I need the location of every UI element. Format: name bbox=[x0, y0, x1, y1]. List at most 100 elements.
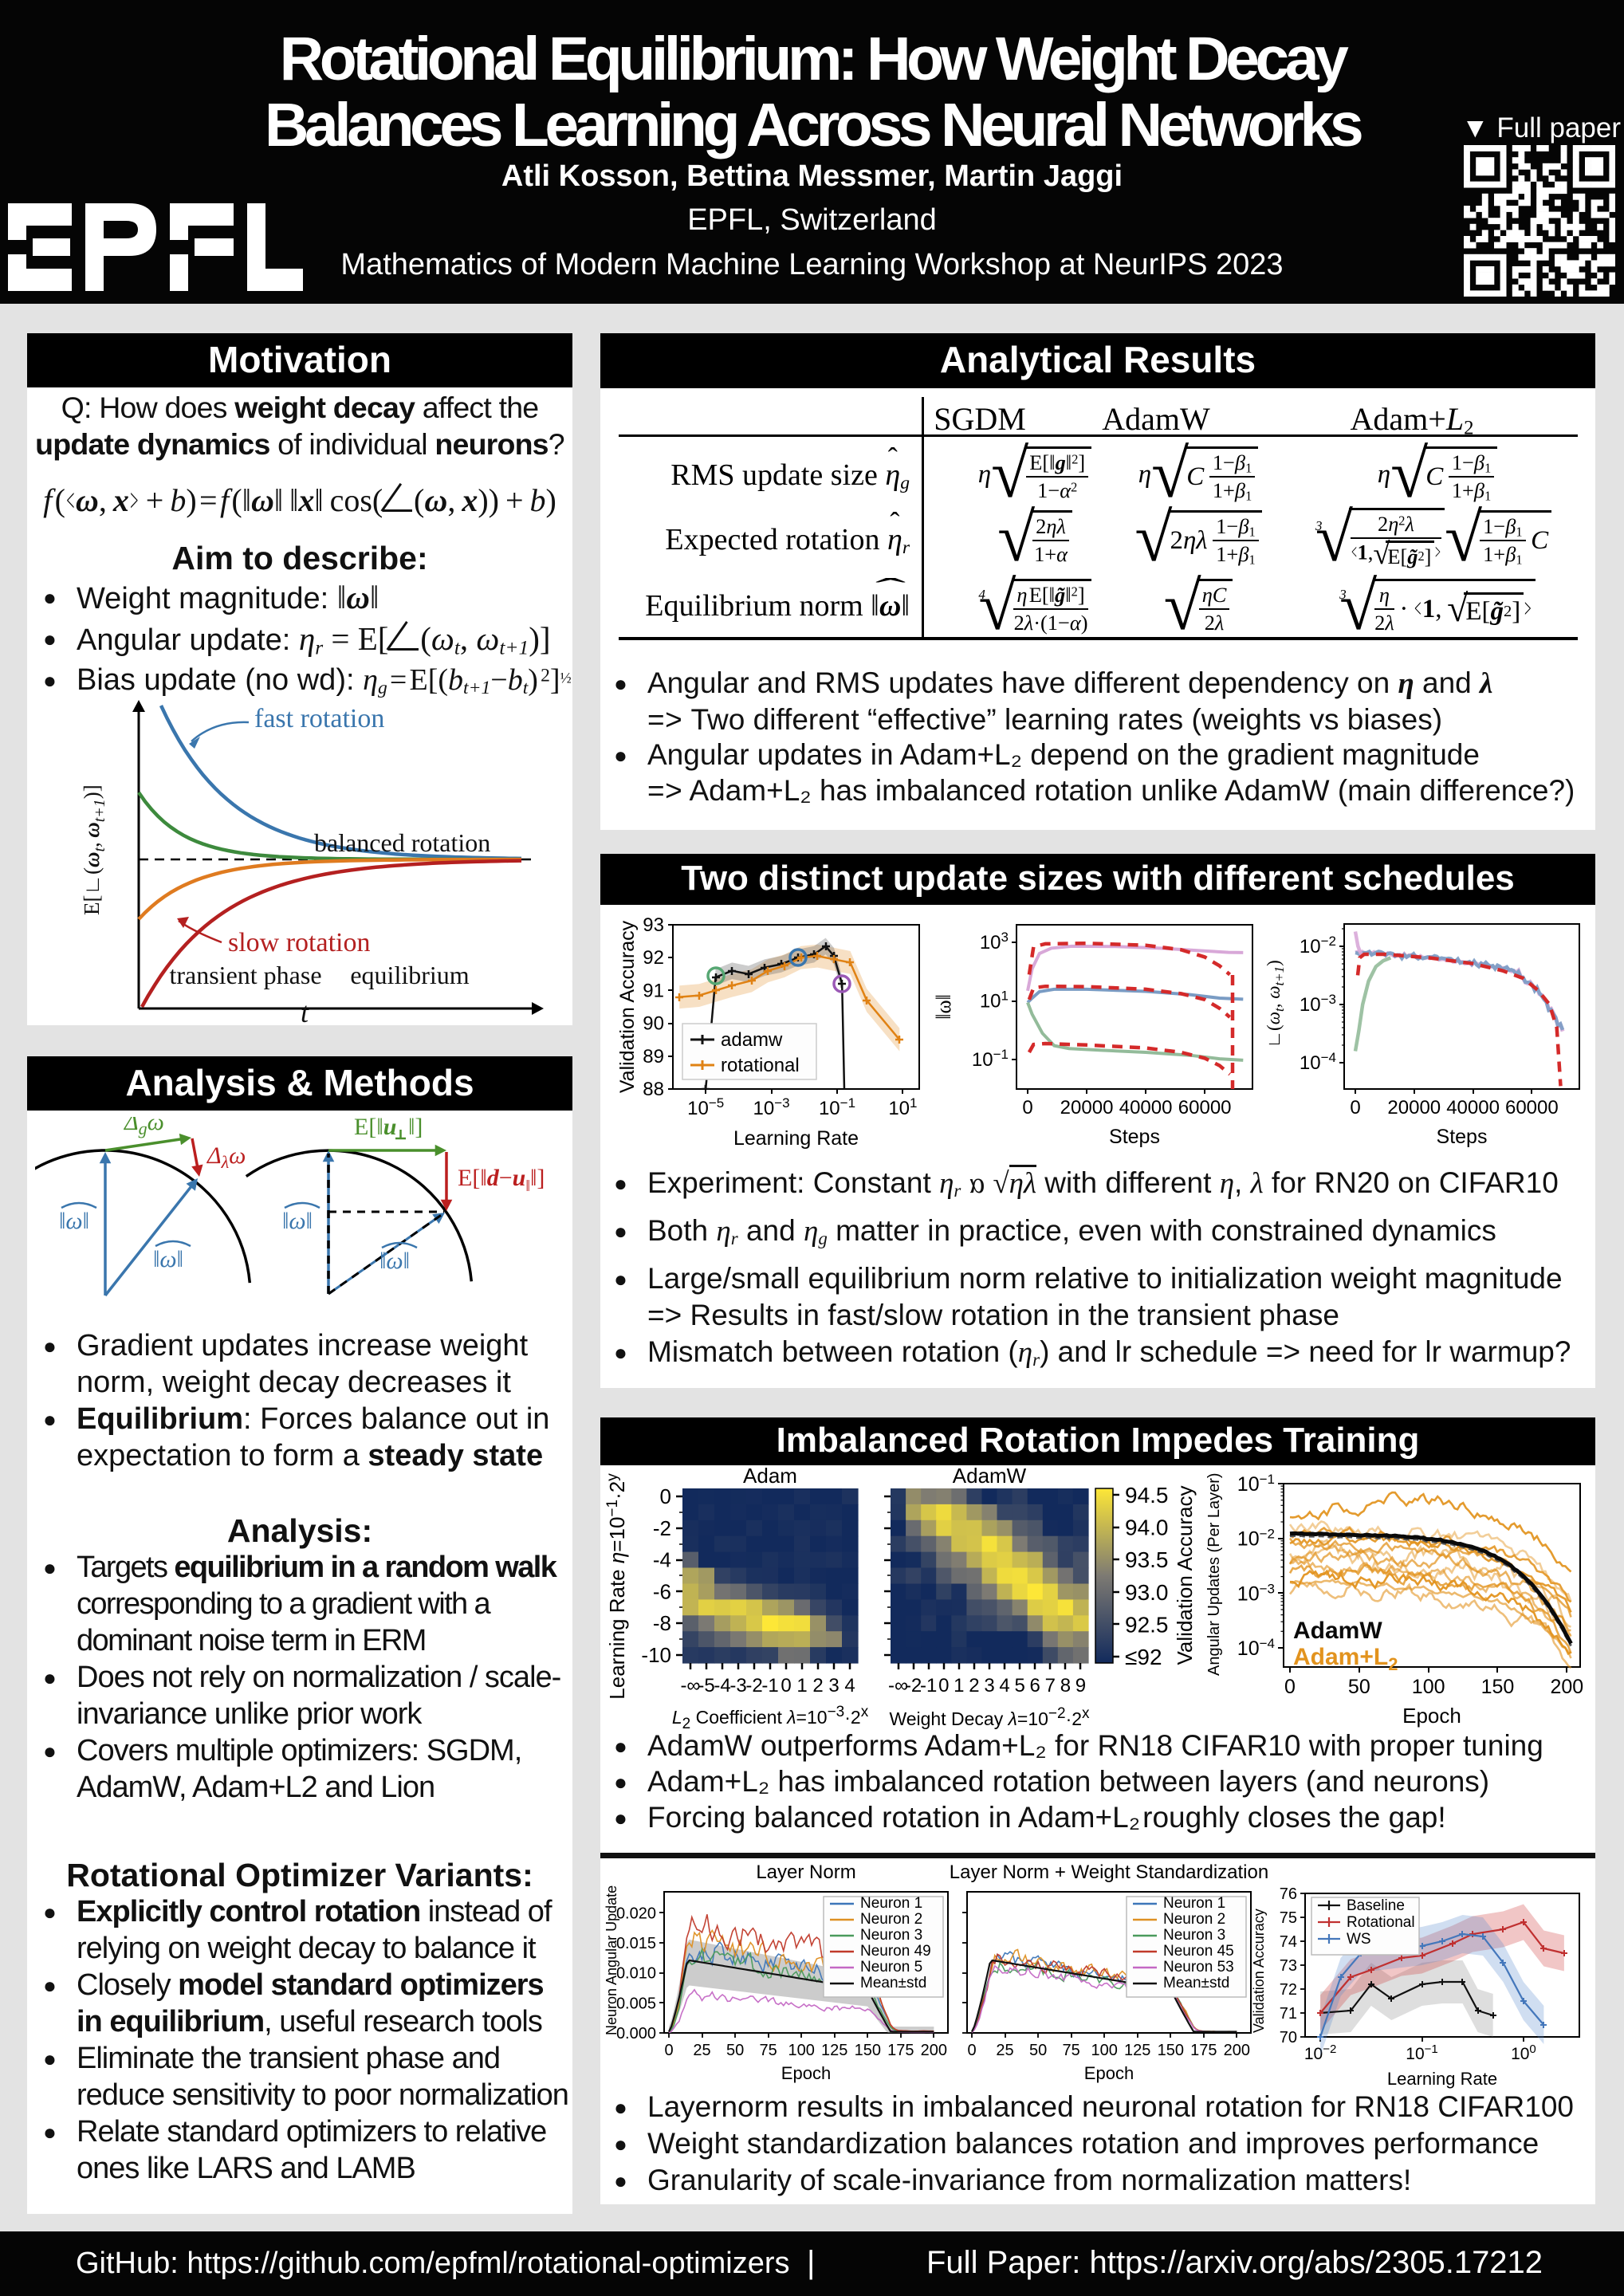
svg-text:10−3: 10−3 bbox=[1237, 1581, 1275, 1605]
svg-text:0: 0 bbox=[1022, 1097, 1032, 1119]
svg-text:-8: -8 bbox=[653, 1611, 671, 1635]
svg-text:150: 150 bbox=[1481, 1676, 1515, 1698]
svg-text:0: 0 bbox=[781, 1675, 791, 1696]
svg-text:103: 103 bbox=[980, 930, 1009, 953]
svg-text:E[‖u: E[‖u bbox=[354, 1117, 396, 1140]
svg-text:10−3: 10−3 bbox=[753, 1095, 790, 1119]
svg-text:0: 0 bbox=[967, 2042, 976, 2059]
svg-text:94.0: 94.0 bbox=[1125, 1516, 1169, 1540]
svg-text:8: 8 bbox=[1060, 1675, 1071, 1696]
svg-text:Learning Rate: Learning Rate bbox=[733, 1127, 859, 1150]
svg-text:transient phase: transient phase bbox=[169, 961, 321, 989]
svg-text:0.020: 0.020 bbox=[616, 1905, 656, 1922]
svg-text:150: 150 bbox=[1158, 2042, 1184, 2059]
svg-text:‖ω‖: ‖ω‖ bbox=[153, 1246, 183, 1272]
svg-text:-10: -10 bbox=[641, 1643, 671, 1667]
svg-text:-5: -5 bbox=[698, 1675, 714, 1696]
svg-text:1: 1 bbox=[796, 1675, 807, 1696]
svg-text:Epoch: Epoch bbox=[781, 2063, 831, 2083]
svg-text:rotational: rotational bbox=[721, 1055, 800, 1076]
svg-text:88: 88 bbox=[643, 1079, 664, 1100]
svg-text:74: 74 bbox=[1280, 1933, 1297, 1951]
svg-text:Epoch: Epoch bbox=[1402, 1704, 1461, 1728]
svg-text:-6: -6 bbox=[653, 1579, 671, 1603]
svg-text:0.005: 0.005 bbox=[616, 1995, 656, 2012]
svg-text:equilibrium: equilibrium bbox=[350, 961, 469, 989]
svg-text:slow rotation: slow rotation bbox=[228, 928, 370, 957]
svg-text:-4: -4 bbox=[714, 1675, 730, 1696]
svg-text:Neuron 49: Neuron 49 bbox=[860, 1943, 931, 1960]
svg-text:Rotational: Rotational bbox=[1347, 1914, 1415, 1931]
svg-text:40000: 40000 bbox=[1119, 1097, 1173, 1119]
svg-text:4: 4 bbox=[844, 1675, 855, 1696]
svg-text:-1: -1 bbox=[761, 1675, 778, 1696]
svg-text:0: 0 bbox=[938, 1675, 949, 1696]
svg-text:10−4: 10−4 bbox=[1237, 1636, 1275, 1660]
svg-text:4: 4 bbox=[999, 1675, 1009, 1696]
svg-text:5: 5 bbox=[1014, 1675, 1024, 1696]
svg-text:Δgω: Δgω bbox=[124, 1117, 164, 1138]
svg-text:Layer Norm: Layer Norm bbox=[756, 1862, 855, 1883]
svg-text:Adam: Adam bbox=[743, 1464, 797, 1488]
svg-text:101: 101 bbox=[980, 989, 1009, 1012]
svg-text:0: 0 bbox=[1284, 1676, 1296, 1698]
svg-text:∟(ωt, ωt+1): ∟(ωt, ωt+1) bbox=[1264, 960, 1287, 1048]
svg-text:75: 75 bbox=[1063, 2042, 1080, 2059]
svg-text:10−5: 10−5 bbox=[687, 1095, 724, 1119]
svg-text:89: 89 bbox=[643, 1046, 664, 1067]
svg-text:175: 175 bbox=[1190, 2042, 1217, 2059]
svg-text:73: 73 bbox=[1280, 1957, 1297, 1975]
svg-text:Validation Accuracy: Validation Accuracy bbox=[616, 920, 639, 1093]
svg-text:50: 50 bbox=[726, 2042, 744, 2059]
svg-text:9: 9 bbox=[1075, 1675, 1086, 1696]
svg-text:Neuron 2: Neuron 2 bbox=[860, 1911, 922, 1928]
svg-text:Neuron 1: Neuron 1 bbox=[860, 1895, 922, 1912]
svg-text:93: 93 bbox=[643, 914, 664, 936]
svg-text:20000: 20000 bbox=[1387, 1097, 1441, 1119]
svg-text:100: 100 bbox=[1412, 1676, 1445, 1698]
svg-text:2: 2 bbox=[812, 1675, 823, 1696]
svg-text:3: 3 bbox=[984, 1675, 994, 1696]
svg-text:75: 75 bbox=[760, 2042, 777, 2059]
svg-text:93.0: 93.0 bbox=[1125, 1580, 1169, 1605]
svg-text:-4: -4 bbox=[653, 1548, 671, 1572]
svg-text:0.010: 0.010 bbox=[616, 1965, 656, 1983]
svg-text:100: 100 bbox=[1511, 2042, 1536, 2063]
svg-text:76: 76 bbox=[1280, 1885, 1297, 1903]
svg-text:1: 1 bbox=[954, 1675, 964, 1696]
svg-text:-3: -3 bbox=[729, 1675, 746, 1696]
svg-text:91: 91 bbox=[643, 980, 664, 1001]
svg-text:Steps: Steps bbox=[1109, 1126, 1160, 1148]
svg-text:WS: WS bbox=[1347, 1931, 1371, 1948]
svg-text:125: 125 bbox=[821, 2042, 847, 2059]
svg-text:Steps: Steps bbox=[1437, 1126, 1488, 1148]
svg-text:7: 7 bbox=[1045, 1675, 1056, 1696]
svg-text:50: 50 bbox=[1029, 2042, 1047, 2059]
svg-text:60000: 60000 bbox=[1505, 1097, 1559, 1119]
svg-text:AdamW: AdamW bbox=[1293, 1618, 1382, 1644]
svg-text:10−2: 10−2 bbox=[1300, 934, 1336, 957]
svg-text:Neuron 3: Neuron 3 bbox=[860, 1927, 922, 1944]
svg-text:200: 200 bbox=[1550, 1676, 1583, 1698]
svg-text:10−1: 10−1 bbox=[1237, 1472, 1275, 1496]
svg-text:2: 2 bbox=[969, 1675, 979, 1696]
svg-text:Validation Accuracy: Validation Accuracy bbox=[1251, 1909, 1267, 2033]
svg-text:10−1: 10−1 bbox=[819, 1095, 855, 1119]
svg-text:balanced rotation: balanced rotation bbox=[314, 828, 490, 857]
svg-text:fast rotation: fast rotation bbox=[254, 704, 384, 733]
svg-text:AdamW: AdamW bbox=[953, 1464, 1027, 1488]
svg-text:Neuron 2: Neuron 2 bbox=[1163, 1911, 1225, 1928]
svg-text:0: 0 bbox=[664, 2042, 673, 2059]
svg-text:Layer Norm + Weight Standardiz: Layer Norm + Weight Standardization bbox=[950, 1862, 1268, 1883]
svg-text:E[‖d−u‖‖]: E[‖d−u‖‖] bbox=[458, 1165, 545, 1195]
svg-text:92: 92 bbox=[643, 947, 664, 969]
svg-text:50: 50 bbox=[1348, 1676, 1370, 1698]
svg-text:adamw: adamw bbox=[721, 1029, 783, 1051]
svg-text:71: 71 bbox=[1280, 2005, 1297, 2023]
svg-text:-2: -2 bbox=[653, 1516, 671, 1540]
svg-text:L2 Coefficient λ=10−3·2x: L2 Coefficient λ=10−3·2x bbox=[672, 1704, 869, 1732]
svg-text:25: 25 bbox=[693, 2042, 710, 2059]
svg-text:175: 175 bbox=[887, 2042, 914, 2059]
svg-text:0.015: 0.015 bbox=[616, 1935, 656, 1952]
svg-text:Neuron 53: Neuron 53 bbox=[1163, 1959, 1234, 1976]
